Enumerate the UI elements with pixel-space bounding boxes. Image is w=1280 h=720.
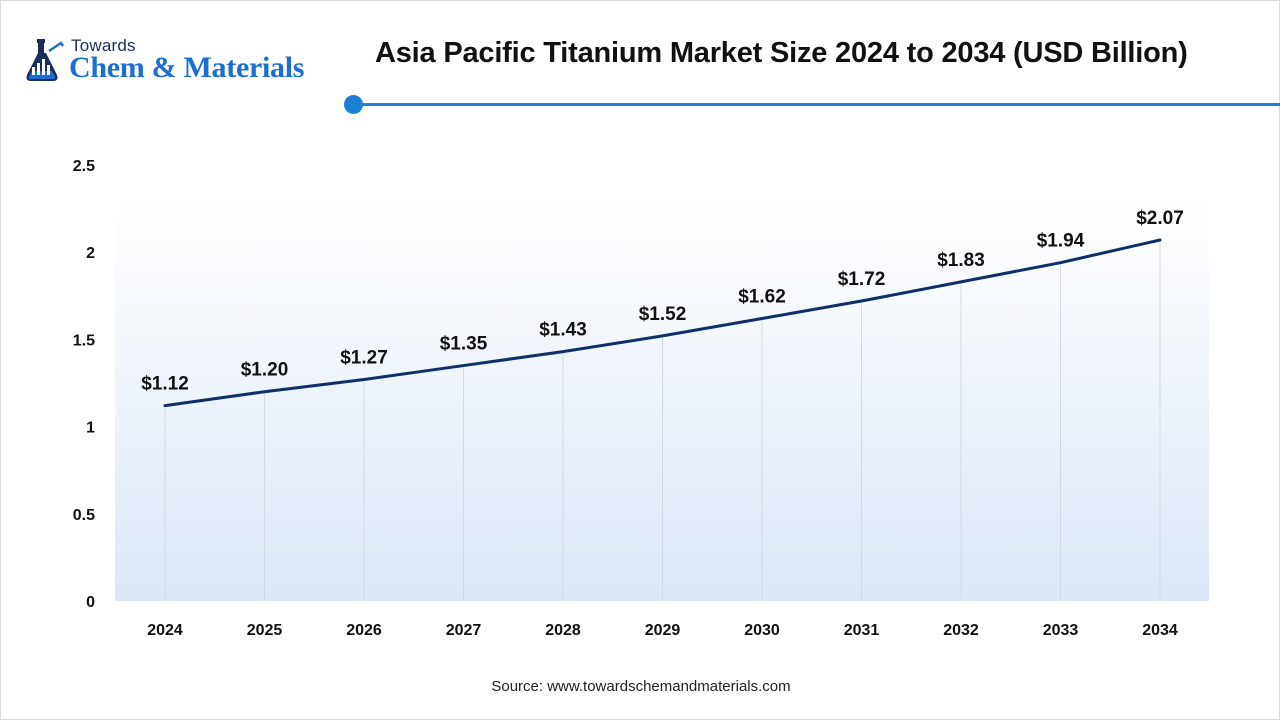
- data-label: $1.35: [440, 334, 488, 355]
- y-tick-label: 1.5: [73, 332, 95, 349]
- line-chart: 0 0.5 1 1.5 2 2.5 2024 2025 2026 2027 2028 2029 203…: [73, 158, 1209, 639]
- x-tick-label: 2029: [645, 622, 681, 639]
- y-tick-label: 0: [86, 594, 95, 611]
- y-tick-label: 0.5: [73, 507, 95, 524]
- data-label: $1.20: [241, 360, 289, 381]
- brand-logo[interactable]: Towards Chem & Materials: [23, 35, 343, 91]
- x-tick-label: 2033: [1043, 622, 1079, 639]
- logo-brand-name: Chem & Materials: [69, 51, 305, 84]
- data-label: $1.62: [738, 286, 786, 307]
- data-label: $1.72: [838, 269, 886, 290]
- x-tick-label: 2025: [247, 622, 283, 639]
- data-label: $1.27: [340, 348, 388, 369]
- source-note: Source: www.towardschemandmaterials.com: [491, 678, 791, 695]
- logo-towards-text: Towards: [71, 36, 136, 55]
- x-tick-label: 2028: [545, 622, 581, 639]
- x-tick-label: 2026: [346, 622, 382, 639]
- data-label: $1.43: [539, 320, 587, 341]
- title-rule: [353, 103, 1280, 106]
- data-label: $1.94: [1037, 231, 1085, 252]
- x-tick-label: 2027: [446, 622, 482, 639]
- data-label: $1.12: [141, 374, 189, 395]
- x-tick-label: 2030: [744, 622, 780, 639]
- data-label: $2.07: [1136, 208, 1184, 229]
- y-tick-label: 1: [86, 420, 95, 437]
- series-line: [163, 238, 1162, 408]
- flask-chart-icon: [26, 39, 65, 81]
- y-tick-label: 2.5: [73, 158, 95, 175]
- y-tick-label: 2: [86, 245, 95, 262]
- x-tick-label: 2024: [147, 622, 183, 639]
- x-tick-label: 2034: [1142, 622, 1178, 639]
- data-label: $1.52: [639, 304, 687, 325]
- chart-title: Asia Pacific Titanium Market Size 2024 t…: [375, 37, 1188, 69]
- x-tick-label: 2032: [943, 622, 979, 639]
- x-tick-label: 2031: [844, 622, 880, 639]
- data-label: $1.83: [937, 250, 985, 271]
